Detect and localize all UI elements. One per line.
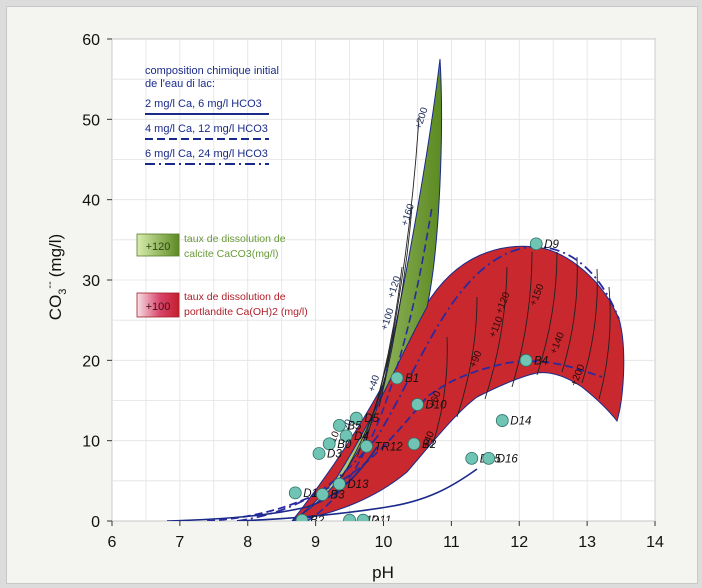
data-point — [356, 513, 370, 521]
data-point — [312, 447, 326, 460]
curve-dashdot — [236, 245, 620, 521]
y-tick-label: 10 — [82, 434, 100, 451]
data-point-label: D11 — [371, 515, 391, 527]
x-tick-label: 13 — [578, 534, 596, 551]
calcite-label-2: calcite CaCO3(mg/l) — [184, 248, 279, 260]
data-point — [482, 451, 496, 465]
data-point — [407, 437, 421, 451]
y-axis-label: CO3--(mg/l) — [44, 234, 69, 320]
data-point — [332, 419, 346, 432]
calcite-contour — [341, 376, 386, 478]
calcite-contour — [366, 266, 403, 438]
portlandite-contour — [536, 251, 558, 376]
data-point — [343, 513, 356, 521]
data-point — [288, 486, 302, 500]
legend: composition chimique initial de l'eau di… — [136, 65, 308, 318]
portlandite-contour — [484, 266, 508, 400]
data-point — [411, 398, 424, 411]
portlandite-contour — [511, 251, 533, 388]
portlandite-region — [291, 245, 625, 521]
x-tick-label: 12 — [510, 534, 528, 551]
data-point-label: B0 — [337, 439, 352, 451]
calcite-contour-label: +40 — [366, 373, 382, 393]
data-point-label: D3 — [327, 449, 342, 461]
data-point — [339, 429, 353, 443]
data-point — [322, 437, 336, 451]
portlandite-label-2: portlandite Ca(OH)2 (mg/l) — [184, 306, 308, 318]
data-point-label: B4 — [534, 355, 548, 367]
data-point — [316, 488, 329, 501]
data-point — [332, 477, 346, 491]
legend-entry-2: 4 mg/l Ca, 12 mg/l HCO3 — [145, 123, 268, 135]
portlandite-contour — [456, 296, 478, 418]
y-tick-label: 40 — [82, 193, 100, 210]
data-point-label: D9 — [544, 239, 559, 251]
data-point-label: B2 — [422, 439, 437, 451]
portlandite-contour — [581, 268, 598, 384]
legend-entry-3: 6 mg/l Ca, 24 mg/l HCO3 — [145, 148, 268, 160]
x-tick-label: 6 — [108, 534, 117, 551]
y-tick-label: 20 — [82, 353, 100, 370]
data-point — [390, 371, 404, 385]
data-point-label: TR12 — [375, 441, 404, 453]
curve-solid — [166, 446, 378, 521]
x-tick-labels: 6 7 8 9 10 11 12 13 14 — [108, 521, 664, 551]
data-points: D9B4B1D10D14D15D16B2TR12D5B5D4B0D3D13D1B… — [288, 237, 560, 527]
calcite-swatch — [136, 233, 180, 257]
x-tick-label: 10 — [375, 534, 393, 551]
x-tick-label: 7 — [175, 534, 184, 551]
data-point-label: D4 — [354, 431, 369, 443]
data-point-label: D10 — [425, 400, 447, 412]
data-point-label: D1 — [303, 488, 318, 500]
chart-frame: +20+40+100+120+160+200 +10+40+60+90+110+… — [6, 6, 698, 584]
data-point — [529, 237, 543, 251]
data-point-label: B1 — [405, 373, 419, 385]
x-tick-label: 11 — [443, 534, 460, 551]
portlandite-swatch — [136, 292, 180, 318]
data-point-label: D13 — [347, 479, 369, 491]
portlandite-label-1: taux de dissolution de — [184, 291, 286, 303]
data-point — [295, 513, 309, 521]
curve-dash — [206, 360, 603, 521]
legend-entry-1: 2 mg/l Ca, 6 mg/l HCO3 — [145, 98, 262, 110]
legend-title-2: de l'eau di lac: — [145, 78, 215, 90]
curve-dash-calcite — [306, 206, 433, 521]
x-tick-label: 14 — [646, 534, 664, 551]
y-tick-label: 60 — [82, 32, 100, 49]
y-tick-label: 0 — [91, 514, 100, 531]
y-tick-labels: 0 10 20 30 40 50 60 — [82, 32, 112, 531]
y-tick-label: 30 — [82, 273, 100, 290]
legend-title-1: composition chimique initial — [145, 65, 279, 77]
chart-svg: +20+40+100+120+160+200 +10+40+60+90+110+… — [44, 32, 664, 582]
portlandite-contour — [431, 336, 448, 448]
portlandite-swatch-label: +100 — [146, 301, 171, 313]
data-point-label: B2 — [310, 515, 325, 527]
data-point-label: B3 — [330, 489, 345, 501]
data-point — [360, 439, 373, 453]
x-axis-label: pH — [372, 563, 394, 582]
y-tick-label: 50 — [82, 112, 100, 129]
data-point — [495, 414, 509, 427]
data-point-label: D5 — [364, 413, 379, 425]
data-point-label: D16 — [497, 453, 519, 465]
x-tick-label: 8 — [243, 534, 252, 551]
curve-solid-2 — [236, 468, 478, 521]
x-tick-label: 9 — [311, 534, 320, 551]
data-point — [465, 451, 479, 465]
calcite-swatch-label: +120 — [146, 241, 171, 253]
data-point-label: B5 — [347, 420, 362, 432]
data-point-label: D14 — [510, 416, 531, 428]
calcite-contour — [378, 206, 413, 408]
portlandite-contour — [561, 256, 578, 373]
calcite-label-1: taux de dissolution de — [184, 233, 286, 245]
data-point — [519, 353, 533, 367]
data-point — [349, 411, 363, 425]
